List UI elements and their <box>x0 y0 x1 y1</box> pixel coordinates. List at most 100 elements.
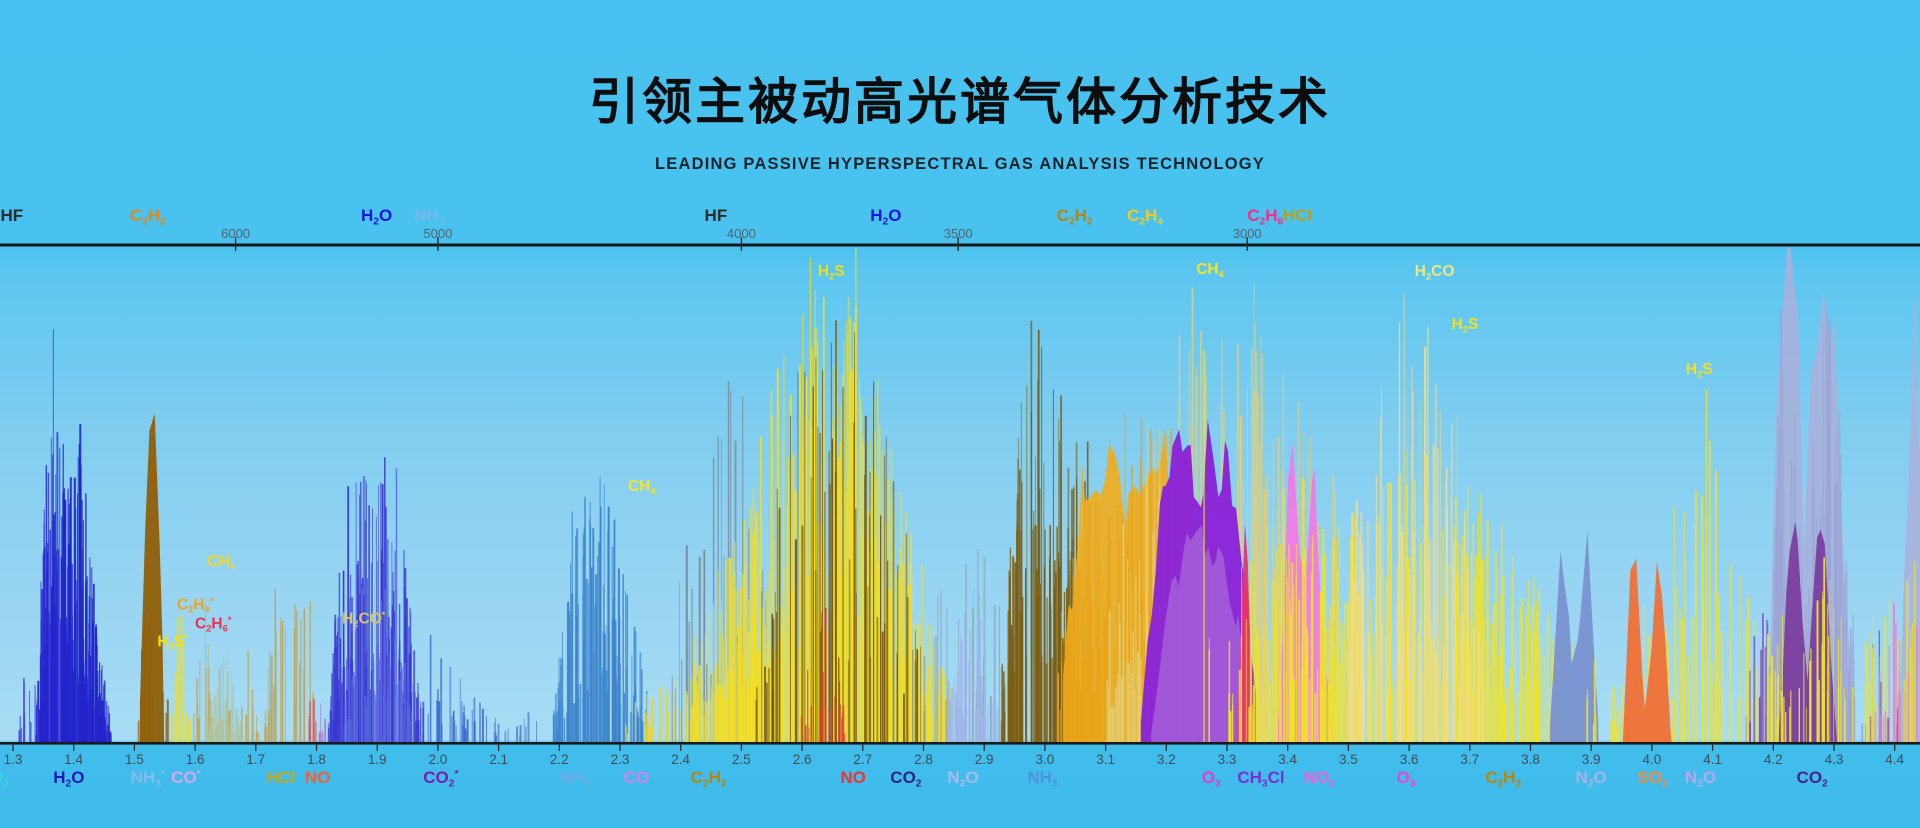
chart-annotation-H2S: H2S <box>1685 361 1713 380</box>
chart-annotation-H2Ss: H2S* <box>157 633 188 652</box>
top-gas-label-C2H6: C2H6 <box>1247 206 1284 228</box>
bottom-gas-label-NO2: NO2 <box>1303 768 1335 790</box>
band-C2H2 <box>137 599 169 742</box>
band-CO2 <box>1861 630 1900 742</box>
bottom-gas-label-C2H2: C2H2 <box>690 768 727 790</box>
bottom-gas-label-H2O: H2O <box>53 768 85 790</box>
band-CH4 <box>193 602 260 742</box>
chart-annotation-H2S: H2S <box>1451 316 1479 335</box>
bottom-gas-label-N2O: N2O <box>947 768 979 790</box>
band-H2S- <box>171 614 191 742</box>
wavelength-tick-4.3: 4.3 <box>1824 752 1844 767</box>
wavenumber-tick-6000: 6000 <box>221 226 251 241</box>
wavelength-tick-2.4: 2.4 <box>671 752 691 767</box>
wavelength-tick-3.7: 3.7 <box>1460 752 1480 767</box>
top-gas-label-H2O: H2O <box>870 206 902 228</box>
top-gas-label-HF: HF <box>0 206 24 225</box>
wavelength-tick-2.1: 2.1 <box>489 752 508 767</box>
wavelength-tick-4.2: 4.2 <box>1763 752 1783 767</box>
wavelength-tick-4.1: 4.1 <box>1703 752 1722 767</box>
wavelength-tick-4.0: 4.0 <box>1642 752 1662 767</box>
wavelength-tick-2.3: 2.3 <box>610 752 630 767</box>
bottom-gas-label-CO2s: CO2* <box>423 768 459 790</box>
wavelength-tick-1.8: 1.8 <box>307 752 326 767</box>
bottom-gas-label-CO: CO <box>623 768 650 787</box>
chart-annotation-CH4: CH4 <box>207 553 235 572</box>
band-H2CO-H2S <box>1348 293 1489 742</box>
band-CO2- <box>427 634 500 742</box>
bottom-gas-label-NO: NO <box>304 768 331 787</box>
chart-annotation-C2H4s: C2H4* <box>176 596 214 615</box>
chart-annotation-CH4: CH4 <box>628 478 656 497</box>
bottom-gas-label-C2H2: C2H2 <box>1485 768 1522 790</box>
wavelength-tick-3.1: 3.1 <box>1096 752 1115 767</box>
page-subtitle: LEADING PASSIVE HYPERSPECTRAL GAS ANALYS… <box>654 155 1266 173</box>
band-N2O-CO2 <box>1766 307 1856 742</box>
wavelength-tick-1.5: 1.5 <box>125 752 144 767</box>
bottom-gas-label-N2O: N2O <box>1684 768 1717 790</box>
chart-annotation-H2CO: H2CO <box>1414 263 1455 282</box>
bottom-gas-label-NH3: NH3 <box>559 768 591 790</box>
top-gas-label-NH3: NH3 <box>414 206 445 228</box>
wavelength-tick-2.8: 2.8 <box>914 752 933 767</box>
top-axis-line <box>0 243 1920 247</box>
top-gas-label-C2H2: C2H2 <box>1056 206 1093 228</box>
band-H2O <box>755 320 922 742</box>
bottom-gas-label-HCl: HCl <box>266 768 296 787</box>
wavelength-tick-3.0: 3.0 <box>1035 752 1055 767</box>
wavenumber-tick-5000: 5000 <box>423 226 453 241</box>
band-NO2 <box>1873 603 1918 742</box>
band-CO <box>318 703 326 742</box>
band-H2O <box>35 329 112 742</box>
wavelength-tick-2.6: 2.6 <box>792 752 812 767</box>
wavelength-tick-1.4: 1.4 <box>64 752 84 767</box>
top-gas-label-C2H4: C2H4 <box>1127 206 1163 228</box>
band-NH3 <box>1000 320 1109 742</box>
wavelength-tick-2.7: 2.7 <box>853 752 873 767</box>
chart-annotation-C2H6s: C2H6* <box>195 615 232 634</box>
top-gas-label-H2O: H2O <box>360 206 393 228</box>
bottom-gas-label-CO2: CO2 <box>1796 768 1828 790</box>
band-NH3 <box>552 477 649 742</box>
band-H2CO- <box>343 561 415 742</box>
band-CH4 <box>1203 350 1211 742</box>
wavenumber-tick-3000: 3000 <box>1232 226 1262 241</box>
top-gas-label-C2H2: C2H2 <box>129 206 166 228</box>
wavelength-tick-3.3: 3.3 <box>1217 752 1237 767</box>
wavelength-tick-1.6: 1.6 <box>185 752 205 767</box>
bottom-gas-label-O3: O3 <box>1201 768 1221 790</box>
band-NO <box>800 607 846 742</box>
band-CO2- <box>504 712 537 742</box>
bottom-gas-label-CO2: CO2 <box>890 768 922 790</box>
band-HF <box>671 381 774 742</box>
wavelength-tick-3.2: 3.2 <box>1156 752 1176 767</box>
band-HCl <box>264 588 317 742</box>
bottom-gas-label-O2: O2 <box>0 768 9 790</box>
band-CO2 <box>1745 613 1769 742</box>
top-gas-label-HCl: HCl <box>1282 206 1313 225</box>
bottom-gas-label-NH3s: NH3* <box>130 768 165 790</box>
chart-annotation-H2S: H2S <box>817 263 845 282</box>
wavelength-tick-1.3: 1.3 <box>3 752 23 767</box>
bottom-gas-label-NO: NO <box>840 768 866 787</box>
top-gas-label-HF: HF <box>704 206 728 225</box>
wavelength-tick-4.4: 4.4 <box>1885 752 1905 767</box>
band-N2O <box>947 589 999 742</box>
wavelength-tick-2.2: 2.2 <box>549 752 569 767</box>
band-H2S <box>1586 389 1766 742</box>
wavenumber-tick-4000: 4000 <box>726 226 756 241</box>
band-CO <box>625 663 696 742</box>
wavelength-tick-3.6: 3.6 <box>1399 752 1419 767</box>
wavelength-tick-2.9: 2.9 <box>974 752 994 767</box>
wavelength-tick-3.8: 3.8 <box>1521 752 1540 767</box>
bottom-gas-label-N2O: N2O <box>1575 768 1607 790</box>
band-NO <box>308 699 317 742</box>
chart-annotation-H2COs: H2CO* <box>342 610 386 629</box>
bottom-gas-label-O3: O3 <box>1396 768 1416 790</box>
wavelength-tick-3.4: 3.4 <box>1278 752 1298 767</box>
wavelength-tick-2.5: 2.5 <box>732 752 751 767</box>
wavelength-tick-1.7: 1.7 <box>246 752 266 767</box>
bottom-gas-label-NH3: NH3 <box>1027 768 1058 790</box>
band-HF <box>923 549 1001 742</box>
band-C2H2-H2S <box>685 248 951 742</box>
